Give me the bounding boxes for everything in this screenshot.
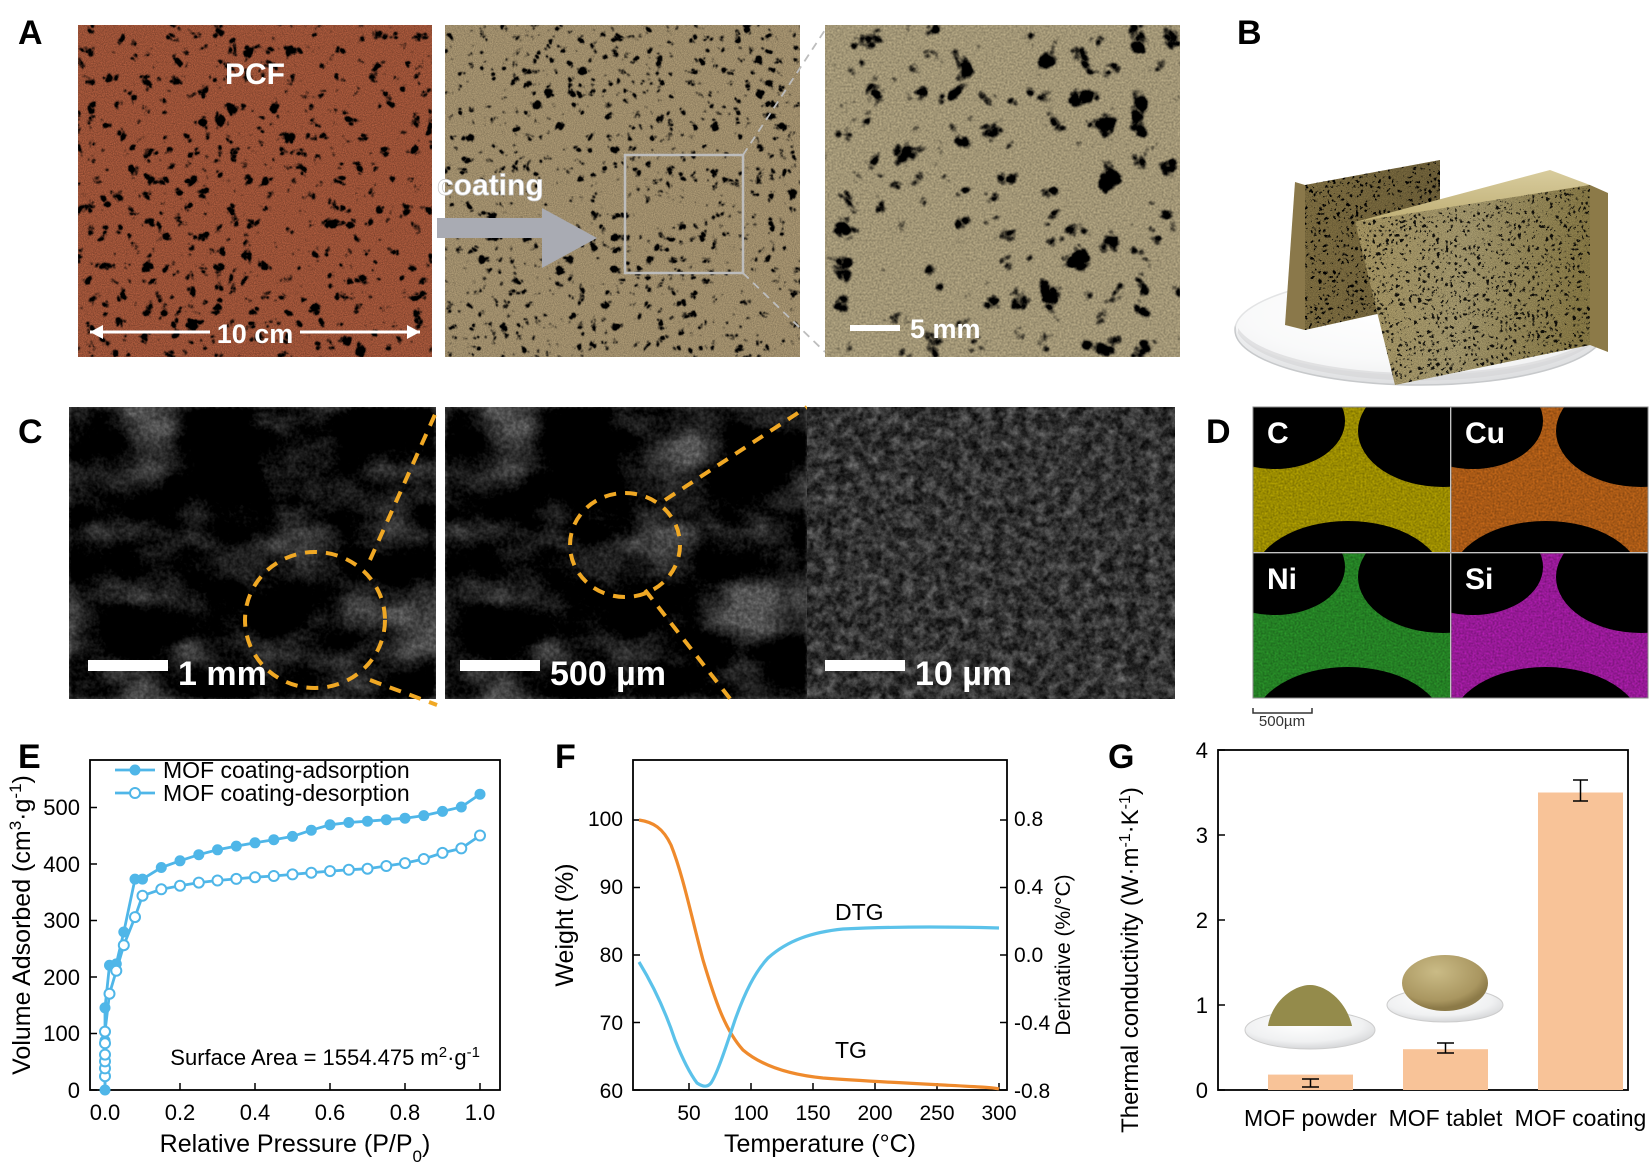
svg-text:300: 300 bbox=[43, 908, 80, 933]
svg-text:Thermal conductivity (W·m-1·K-: Thermal conductivity (W·m-1·K-1) bbox=[1117, 787, 1145, 1133]
svg-text:500 µm: 500 µm bbox=[550, 655, 666, 693]
svg-text:0: 0 bbox=[1196, 1078, 1208, 1103]
svg-text:PCF: PCF bbox=[225, 58, 285, 91]
svg-text:1.0: 1.0 bbox=[465, 1100, 496, 1125]
svg-text:100: 100 bbox=[43, 1021, 80, 1046]
svg-text:MOF coating-desorption: MOF coating-desorption bbox=[163, 780, 410, 806]
svg-text:0.8: 0.8 bbox=[1014, 808, 1043, 831]
svg-text:Cu: Cu bbox=[1465, 417, 1505, 450]
svg-text:10 cm: 10 cm bbox=[217, 319, 294, 349]
svg-text:0: 0 bbox=[68, 1078, 80, 1103]
svg-text:0.8: 0.8 bbox=[390, 1100, 421, 1125]
svg-text:1: 1 bbox=[1196, 993, 1208, 1018]
svg-text:0.0: 0.0 bbox=[90, 1100, 121, 1125]
svg-text:50: 50 bbox=[677, 1102, 700, 1125]
svg-text:5 mm: 5 mm bbox=[910, 314, 981, 344]
svg-text:-0.4: -0.4 bbox=[1014, 1012, 1051, 1035]
svg-text:C: C bbox=[1267, 417, 1289, 450]
svg-text:10 µm: 10 µm bbox=[915, 655, 1012, 693]
svg-text:200: 200 bbox=[857, 1102, 892, 1125]
svg-text:MOF powder: MOF powder bbox=[1244, 1105, 1377, 1131]
svg-text:1 mm: 1 mm bbox=[178, 655, 267, 693]
svg-text:70: 70 bbox=[600, 1012, 623, 1035]
svg-text:150: 150 bbox=[795, 1102, 830, 1125]
svg-text:400: 400 bbox=[43, 852, 80, 877]
svg-text:100: 100 bbox=[733, 1102, 768, 1125]
svg-text:500: 500 bbox=[43, 795, 80, 820]
svg-text:-0.8: -0.8 bbox=[1014, 1080, 1050, 1103]
svg-text:Weight (%): Weight (%) bbox=[551, 863, 579, 986]
svg-text:Surface Area = 1554.475 m2·g-1: Surface Area = 1554.475 m2·g-1 bbox=[170, 1044, 480, 1071]
svg-text:60: 60 bbox=[600, 1080, 623, 1103]
svg-text:4: 4 bbox=[1196, 738, 1208, 763]
svg-text:0.2: 0.2 bbox=[165, 1100, 196, 1125]
svg-text:250: 250 bbox=[919, 1102, 954, 1125]
svg-text:Relative Pressure (P/P0): Relative Pressure (P/P0) bbox=[160, 1130, 431, 1166]
svg-text:500µm: 500µm bbox=[1259, 713, 1305, 730]
svg-text:90: 90 bbox=[600, 876, 623, 899]
svg-text:2: 2 bbox=[1196, 908, 1208, 933]
svg-text:Si: Si bbox=[1465, 563, 1493, 596]
svg-text:Ni: Ni bbox=[1267, 563, 1297, 596]
svg-text:Temperature (°C): Temperature (°C) bbox=[724, 1130, 916, 1158]
svg-text:0.4: 0.4 bbox=[1014, 876, 1044, 899]
svg-text:coating: coating bbox=[437, 169, 544, 202]
svg-text:MOF tablet: MOF tablet bbox=[1389, 1105, 1503, 1131]
svg-text:0.6: 0.6 bbox=[315, 1100, 346, 1125]
svg-text:Derivative (%/°C): Derivative (%/°C) bbox=[1052, 874, 1075, 1035]
svg-text:0.0: 0.0 bbox=[1014, 944, 1043, 967]
svg-text:Volume Adsorbed (cm3·g-1): Volume Adsorbed (cm3·g-1) bbox=[6, 775, 37, 1075]
svg-text:80: 80 bbox=[600, 944, 623, 967]
svg-text:DTG: DTG bbox=[835, 899, 884, 925]
svg-text:3: 3 bbox=[1196, 823, 1208, 848]
svg-text:100: 100 bbox=[588, 808, 623, 831]
svg-text:200: 200 bbox=[43, 965, 80, 990]
svg-text:0.4: 0.4 bbox=[240, 1100, 271, 1125]
svg-text:MOF coating: MOF coating bbox=[1515, 1105, 1647, 1131]
svg-text:300: 300 bbox=[981, 1102, 1016, 1125]
svg-text:TG: TG bbox=[835, 1037, 867, 1063]
